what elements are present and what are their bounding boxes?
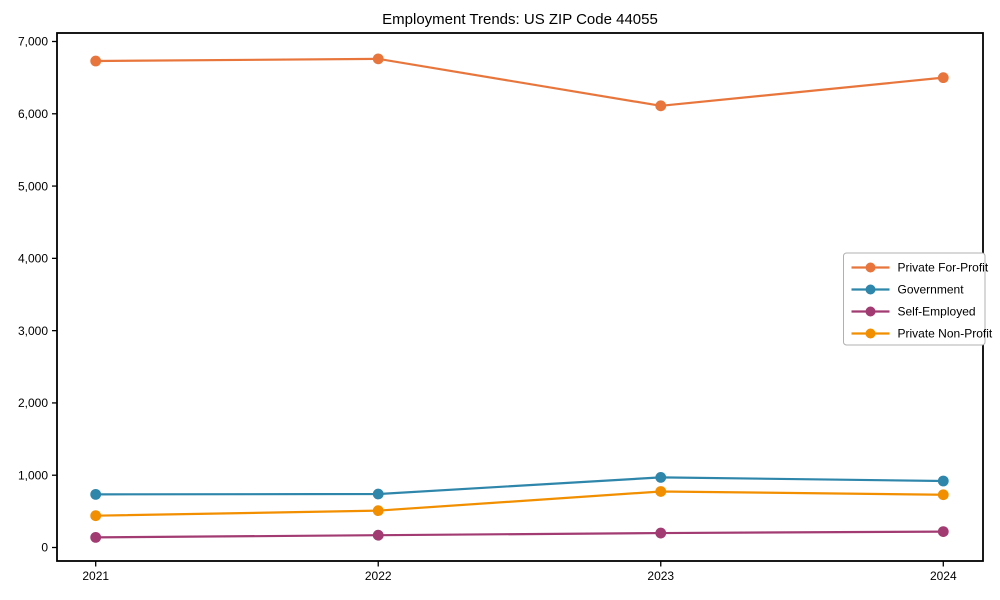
legend-label: Private Non-Profit bbox=[898, 327, 993, 341]
data-point-self-employed-2021 bbox=[90, 531, 102, 543]
data-point-self-employed-2023 bbox=[655, 527, 667, 539]
x-tick-label: 2022 bbox=[365, 569, 392, 583]
x-tick-label: 2021 bbox=[82, 569, 109, 583]
y-tick-label: 6,000 bbox=[18, 107, 48, 121]
data-point-private-for-profit-2024 bbox=[937, 72, 949, 84]
series-private-for-profit bbox=[90, 53, 949, 112]
y-tick-label: 3,000 bbox=[18, 324, 48, 338]
y-tick-label: 5,000 bbox=[18, 179, 48, 193]
y-tick-label: 2,000 bbox=[18, 396, 48, 410]
data-point-private-non-profit-2021 bbox=[90, 510, 102, 522]
series-line-private-for-profit bbox=[94, 57, 945, 107]
data-point-private-non-profit-2023 bbox=[655, 486, 667, 497]
series-line-self-employed bbox=[94, 530, 945, 539]
legend-marker-sample bbox=[865, 284, 876, 295]
legend-entry-private-non-profit: Private Non-Profit bbox=[851, 327, 993, 341]
series-line-private-non-profit bbox=[94, 490, 945, 517]
data-point-government-2021 bbox=[90, 488, 102, 500]
plot-area: 0 1,000 2,000 3,000 4,000 5,000 6,000 7,000 2021… bbox=[18, 32, 993, 583]
data-point-private-for-profit-2021 bbox=[90, 55, 102, 67]
legend-label: Government bbox=[898, 283, 965, 297]
legend: Private For-Profit Government Self-Employe… bbox=[843, 252, 993, 346]
data-point-self-employed-2022 bbox=[372, 529, 384, 541]
x-tick-label: 2023 bbox=[647, 569, 674, 583]
data-point-private-for-profit-2022 bbox=[372, 53, 384, 65]
legend-marker-sample bbox=[865, 306, 876, 317]
y-tick-label: 1,000 bbox=[18, 468, 48, 482]
data-point-government-2022 bbox=[372, 488, 384, 500]
x-tick-label: 2024 bbox=[930, 569, 957, 583]
legend-label: Self-Employed bbox=[898, 305, 976, 319]
legend-entry-self-employed: Self-Employed bbox=[851, 305, 976, 319]
legend-entry-private-for-profit: Private For-Profit bbox=[851, 261, 989, 275]
y-axis: 0 1,000 2,000 3,000 4,000 5,000 6,000 7,000 bbox=[18, 35, 57, 555]
series-line-government bbox=[94, 476, 945, 496]
y-tick-label: 4,000 bbox=[18, 252, 48, 266]
data-point-government-2023 bbox=[655, 471, 667, 483]
y-tick-label: 7,000 bbox=[18, 35, 48, 49]
data-point-private-non-profit-2022 bbox=[372, 505, 384, 517]
x-axis: 2021 2022 2023 2024 bbox=[82, 561, 957, 583]
data-point-private-non-profit-2024 bbox=[937, 489, 949, 501]
legend-label: Private For-Profit bbox=[898, 261, 989, 275]
data-point-private-for-profit-2023 bbox=[655, 100, 667, 112]
chart-title: Employment Trends: US ZIP Code 44055 bbox=[382, 11, 658, 28]
y-tick-label: 0 bbox=[41, 541, 48, 555]
series-private-non-profit bbox=[90, 486, 949, 522]
legend-marker-sample bbox=[865, 328, 876, 339]
legend-entry-government: Government bbox=[851, 283, 965, 297]
legend-marker-sample bbox=[865, 262, 876, 273]
data-point-self-employed-2024 bbox=[937, 526, 949, 537]
legend-box bbox=[843, 252, 986, 346]
data-point-government-2024 bbox=[937, 475, 949, 487]
series-government bbox=[90, 471, 949, 500]
series-self-employed bbox=[90, 526, 949, 543]
